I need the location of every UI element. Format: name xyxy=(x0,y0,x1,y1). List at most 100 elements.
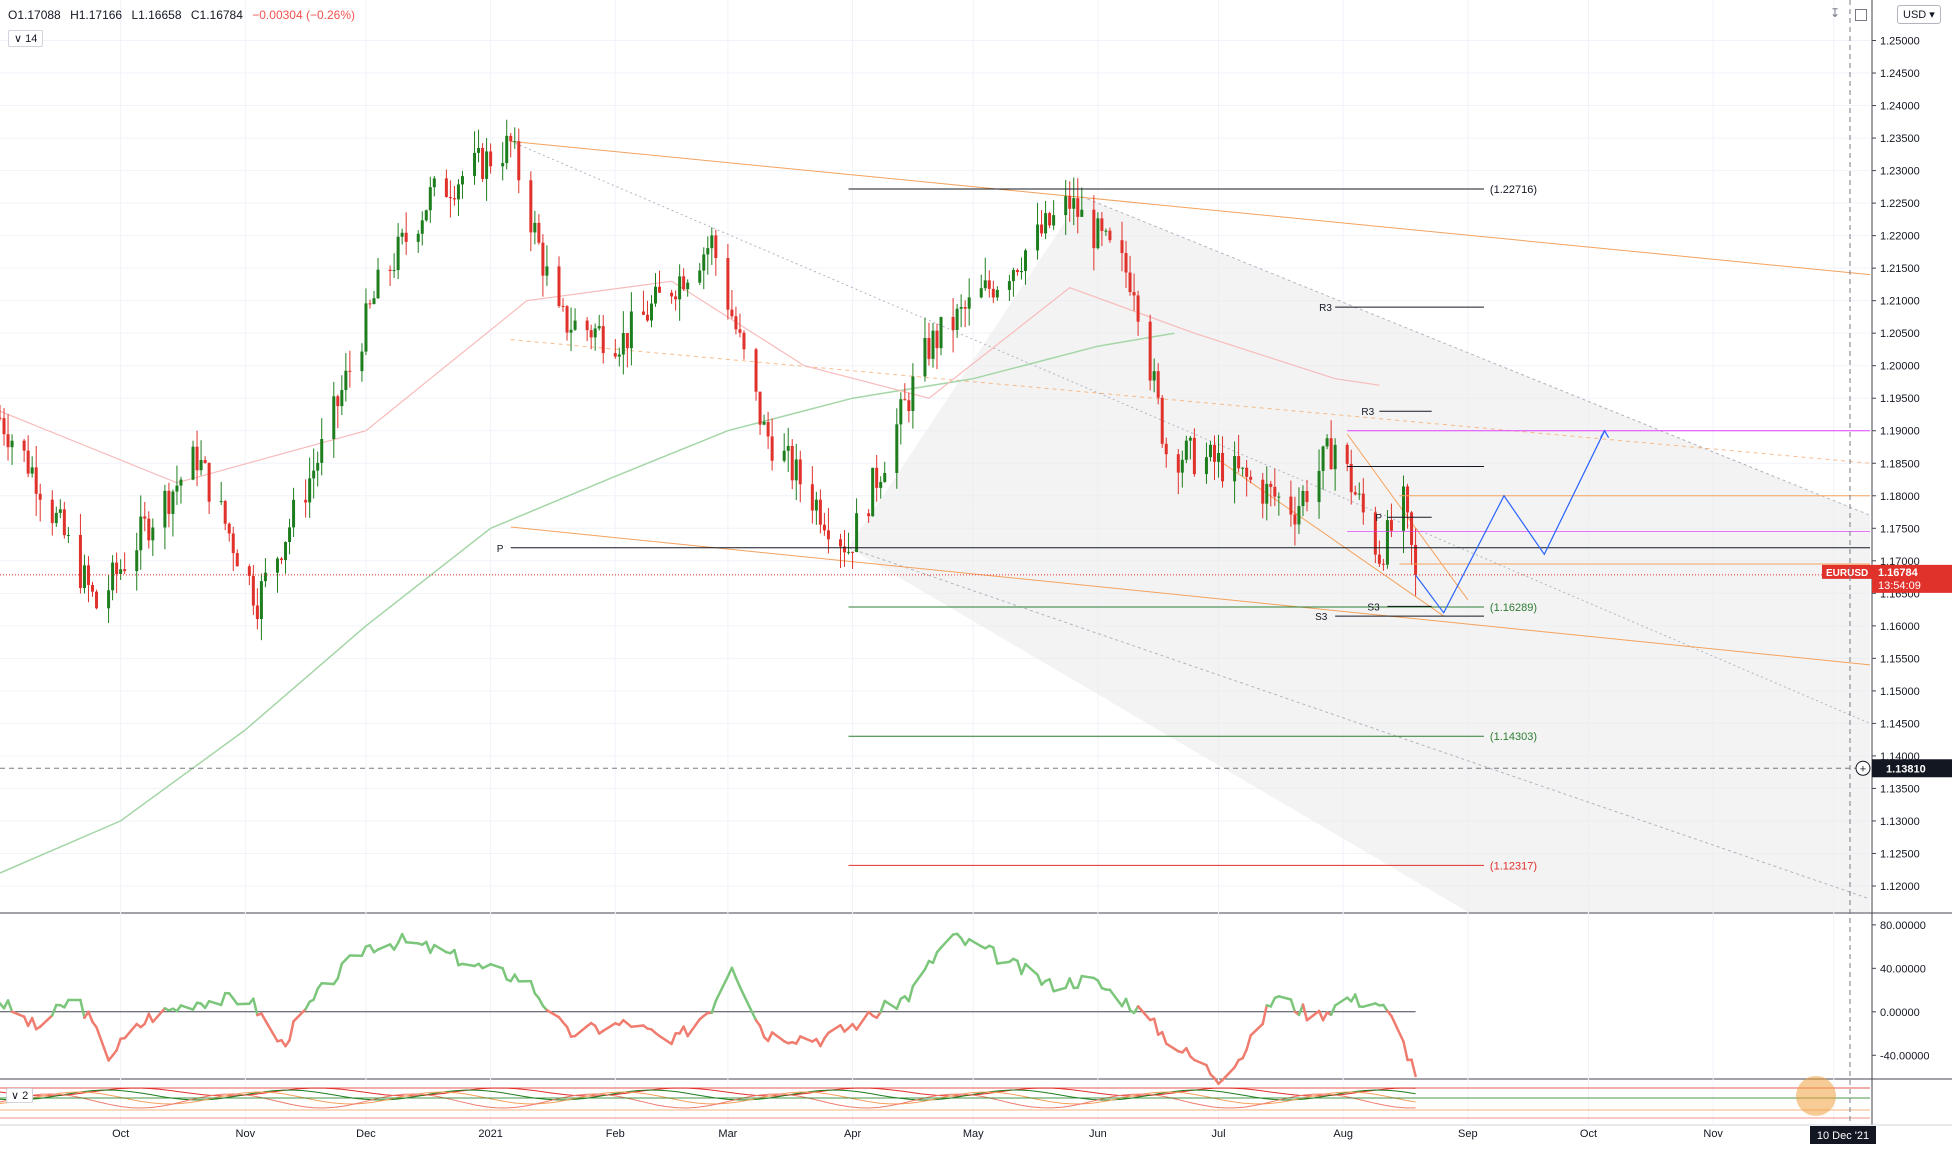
candle-up xyxy=(1153,371,1156,380)
cci-segment xyxy=(1363,1003,1375,1006)
fib-level-label: (1.16289) xyxy=(1490,602,1537,614)
cci-segment xyxy=(1162,1032,1166,1043)
cci-segment xyxy=(941,935,953,948)
cci-segment xyxy=(1017,961,1021,974)
candle-up xyxy=(1189,438,1192,441)
candle-down xyxy=(1350,464,1353,492)
fullscreen-icon[interactable] xyxy=(1855,9,1867,21)
symbol-badge-label: EURUSD xyxy=(1826,568,1868,579)
y-tick-label: 1.25000 xyxy=(1880,36,1920,48)
cci-segment xyxy=(117,1039,121,1051)
candle-up xyxy=(1217,453,1220,462)
candle-up xyxy=(288,527,291,542)
candle-down xyxy=(529,180,532,232)
candle-up xyxy=(960,307,963,309)
candle-up xyxy=(429,187,432,210)
candle-up xyxy=(931,331,934,359)
candle-up xyxy=(393,270,396,271)
candle-up xyxy=(533,223,536,233)
candle-up xyxy=(1358,494,1361,495)
cci-segment xyxy=(426,942,430,953)
cci-segment xyxy=(1279,996,1291,999)
candle-down xyxy=(626,333,629,348)
candle-up xyxy=(911,376,914,411)
cci-segment xyxy=(603,1023,615,1030)
candle-up xyxy=(871,468,874,516)
cci-segment xyxy=(80,1000,84,1018)
cci-segment xyxy=(64,1000,68,1007)
cci-segment xyxy=(1194,1060,1206,1065)
cci-segment xyxy=(181,1005,193,1009)
candle-up xyxy=(163,491,166,528)
cci-segment xyxy=(97,1027,109,1060)
candle-down xyxy=(280,559,283,560)
candle-up xyxy=(940,317,943,348)
cci-segment xyxy=(1166,1044,1178,1052)
candle-down xyxy=(714,235,717,258)
y-tick-label: 1.15000 xyxy=(1880,686,1920,698)
candle-up xyxy=(67,535,70,536)
candle-up xyxy=(1036,225,1039,251)
currency-button[interactable]: USD ▾ xyxy=(1897,5,1941,24)
candle-up xyxy=(1104,231,1107,232)
cci-segment xyxy=(772,1032,784,1041)
candle-down xyxy=(63,509,66,535)
candle-up xyxy=(397,237,400,270)
candle-down xyxy=(1261,480,1264,504)
x-tick-label: Feb xyxy=(606,1128,625,1140)
candle-down xyxy=(537,223,540,243)
cci-segment xyxy=(322,983,334,984)
candle-down xyxy=(1362,494,1365,513)
x-tick-label: Sep xyxy=(1458,1128,1478,1140)
y-tick-label: 1.22000 xyxy=(1880,231,1920,243)
cci-segment xyxy=(913,969,925,986)
candle-down xyxy=(742,333,745,350)
candle-up xyxy=(570,330,573,333)
cci-segment xyxy=(575,1026,587,1036)
candle-up xyxy=(710,235,713,248)
cci-segment xyxy=(732,968,736,978)
cci-segment xyxy=(265,1021,277,1042)
cci-segment xyxy=(567,1027,571,1037)
candle-down xyxy=(819,500,822,525)
candle-down xyxy=(541,243,544,276)
candle-up xyxy=(175,486,178,492)
candle-up xyxy=(980,288,983,297)
candle-up xyxy=(308,478,311,502)
candle-down xyxy=(1269,484,1272,487)
cci-segment xyxy=(857,1012,869,1030)
cci-segment xyxy=(969,939,981,946)
download-icon[interactable]: ↧ xyxy=(1828,6,1842,20)
indicator-length: 14 xyxy=(25,33,37,45)
cci-segment xyxy=(1243,1049,1247,1058)
candle-up xyxy=(783,451,786,461)
y-tick-label: 1.19000 xyxy=(1880,426,1920,438)
candle-up xyxy=(151,527,154,540)
cci-segment xyxy=(1206,1065,1210,1074)
indicator-legend-tag-2[interactable]: ∨ 2 xyxy=(6,1088,33,1103)
candle-down xyxy=(646,315,649,321)
cci-y-tick-label: 80.00000 xyxy=(1880,920,1926,932)
candle-down xyxy=(1129,273,1132,293)
cci-segment xyxy=(1263,1005,1267,1024)
candle-up xyxy=(55,513,58,523)
candle-down xyxy=(755,349,758,391)
candle-down xyxy=(1245,468,1248,477)
candle-up xyxy=(956,309,959,330)
candle-down xyxy=(562,306,565,307)
candle-up xyxy=(461,176,464,184)
y-tick-label: 1.22500 xyxy=(1880,198,1920,210)
oscillator-line xyxy=(0,1088,1416,1096)
candle-up xyxy=(883,473,886,482)
candle-down xyxy=(481,148,484,179)
indicator-legend-tag[interactable]: ∨ 14 xyxy=(8,30,43,47)
candle-down xyxy=(927,338,930,359)
candle-up xyxy=(1205,457,1208,474)
candle-up xyxy=(698,271,701,283)
candle-down xyxy=(405,233,408,242)
candle-down xyxy=(368,303,371,304)
cci-segment xyxy=(338,964,342,979)
candle-up xyxy=(401,233,404,237)
